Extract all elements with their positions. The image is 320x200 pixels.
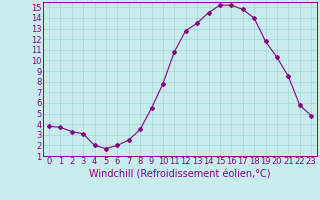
X-axis label: Windchill (Refroidissement éolien,°C): Windchill (Refroidissement éolien,°C) xyxy=(89,169,271,179)
